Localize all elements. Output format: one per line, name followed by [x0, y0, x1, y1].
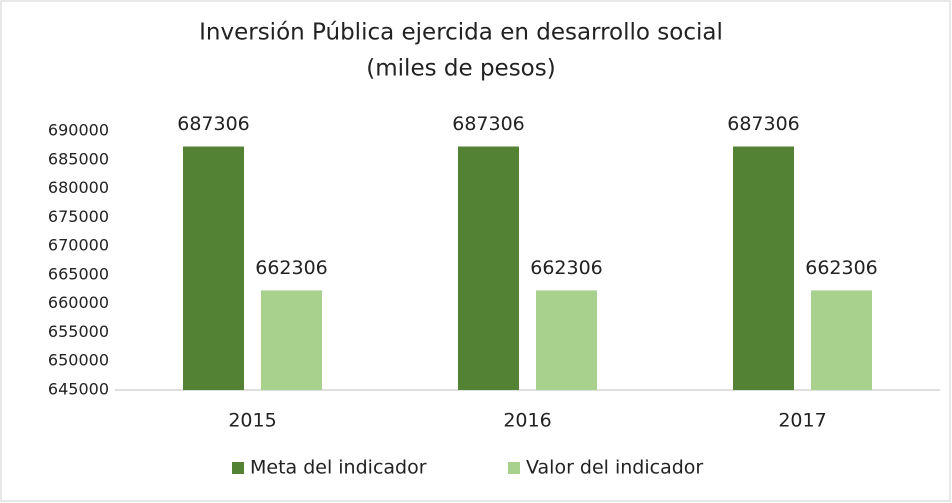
- x-tick-label: 2017: [778, 410, 826, 432]
- chart-title: Inversión Pública ejercida en desarrollo…: [199, 20, 723, 46]
- bar: [458, 146, 519, 390]
- data-label: 662306: [255, 257, 328, 279]
- y-tick-label: 655000: [48, 322, 109, 341]
- y-tick-label: 645000: [48, 380, 109, 399]
- y-tick-label: 690000: [48, 121, 109, 140]
- data-label: 687306: [177, 113, 250, 135]
- bar: [536, 290, 597, 390]
- bar: [811, 290, 872, 390]
- data-label: 687306: [452, 113, 525, 135]
- data-label: 687306: [727, 113, 800, 135]
- legend-swatch: [508, 462, 520, 474]
- y-tick-label: 660000: [48, 293, 109, 312]
- legend-label: Valor del indicador: [526, 457, 703, 479]
- legend-swatch: [232, 462, 244, 474]
- x-tick-label: 2015: [228, 410, 276, 432]
- legend-label: Meta del indicador: [250, 457, 427, 479]
- x-tick-label: 2016: [503, 410, 551, 432]
- bar: [733, 146, 794, 390]
- data-label: 662306: [530, 257, 603, 279]
- y-tick-label: 665000: [48, 264, 109, 283]
- chart-subtitle: (miles de pesos): [366, 56, 555, 82]
- bar: [261, 290, 322, 390]
- data-label: 662306: [805, 257, 878, 279]
- y-tick-label: 685000: [48, 149, 109, 168]
- y-tick-label: 675000: [48, 207, 109, 226]
- y-tick-label: 650000: [48, 351, 109, 370]
- y-tick-label: 680000: [48, 178, 109, 197]
- bar: [183, 146, 244, 390]
- y-tick-label: 670000: [48, 236, 109, 255]
